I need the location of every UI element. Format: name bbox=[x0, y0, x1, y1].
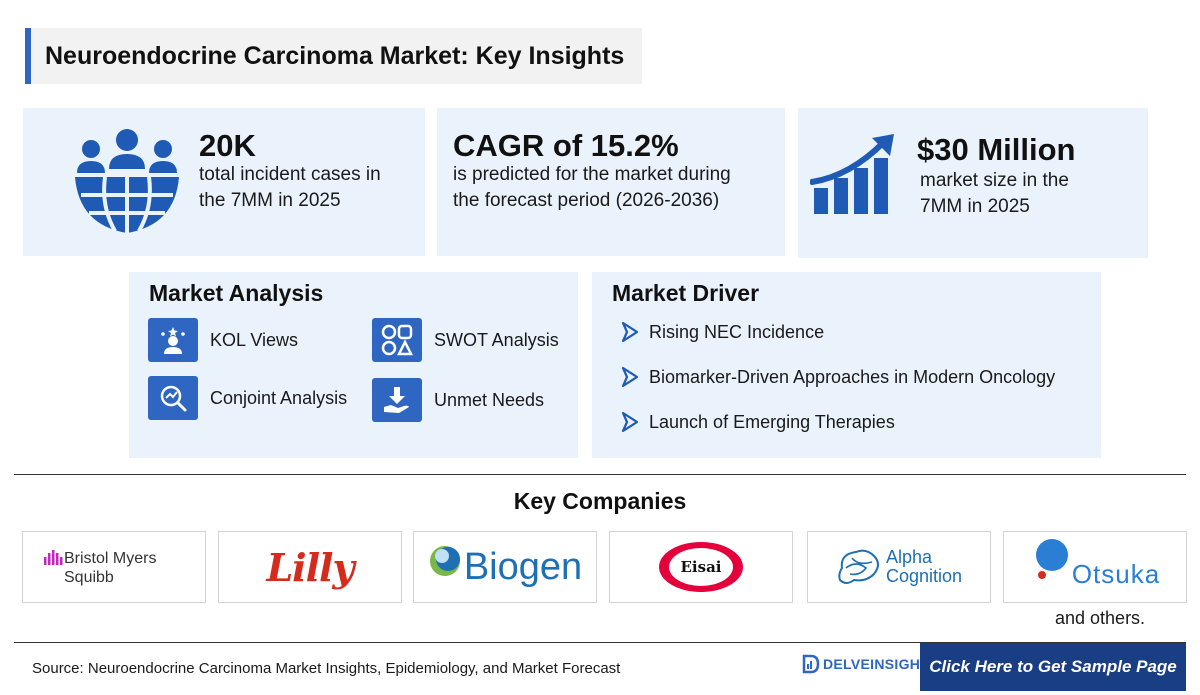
market-analysis-item-conjoint[interactable]: Conjoint Analysis bbox=[148, 376, 347, 420]
bms-logo-text: Squibb bbox=[64, 569, 114, 586]
biogen-logo-text: Biogen bbox=[463, 545, 583, 588]
driver-item: Rising NEC Incidence bbox=[620, 321, 824, 343]
stat-card-market-size: $30 Million market size in the 7MM in 20… bbox=[798, 108, 1148, 258]
alpha-logo-text: Alpha bbox=[885, 547, 933, 567]
logo-bristol-myers-squibb: Bristol Myers Squibb bbox=[22, 531, 206, 603]
delveinsight-logo-text: DELVEINSIGHT bbox=[823, 656, 930, 672]
bms-logo-text: Bristol Myers bbox=[64, 550, 156, 567]
stat-value: CAGR of 15.2% bbox=[453, 128, 679, 163]
bms-mark-icon: Bristol Myers Squibb bbox=[44, 550, 156, 586]
driver-item: Biomarker-Driven Approaches in Modern On… bbox=[620, 366, 1055, 388]
biogen-orb-icon bbox=[429, 546, 460, 576]
market-analysis-item-kol[interactable]: KOL Views bbox=[148, 318, 298, 362]
stat-desc-line: market size in the bbox=[920, 170, 1069, 191]
growth-chart-icon bbox=[810, 134, 894, 214]
stat-desc-line: total incident cases in bbox=[199, 164, 381, 185]
logo-eisai: Eisai bbox=[609, 531, 793, 603]
delveinsight-mark-icon bbox=[802, 654, 820, 674]
delveinsight-logo: DELVEINSIGHT bbox=[802, 654, 929, 674]
market-analysis-panel: Market Analysis KOL Views SWOT Analysis bbox=[129, 272, 578, 458]
title-banner: Neuroendocrine Carcinoma Market: Key Ins… bbox=[25, 28, 642, 84]
analysis-icon bbox=[148, 376, 198, 420]
market-analysis-item-unmet[interactable]: Unmet Needs bbox=[372, 378, 544, 422]
swot-icon bbox=[372, 318, 422, 362]
stat-desc-line: 7MM in 2025 bbox=[920, 196, 1030, 217]
stat-card-incident-cases: 20K total incident cases in the 7MM in 2… bbox=[23, 108, 425, 256]
logo-lilly: Lilly bbox=[218, 531, 402, 603]
key-companies-heading: Key Companies bbox=[513, 488, 687, 514]
get-sample-page-button[interactable]: Click Here to Get Sample Page bbox=[920, 643, 1186, 691]
eisai-oval: Eisai bbox=[659, 542, 743, 592]
section-divider bbox=[14, 474, 1186, 475]
market-analysis-label: Unmet Needs bbox=[434, 389, 545, 410]
stat-desc-line: the forecast period (2026-2036) bbox=[453, 190, 720, 211]
market-analysis-label: SWOT Analysis bbox=[434, 329, 559, 350]
market-analysis-item-swot[interactable]: SWOT Analysis bbox=[372, 318, 559, 362]
and-others-text: and others. bbox=[1055, 608, 1146, 628]
logo-biogen: Biogen bbox=[413, 531, 597, 603]
market-analysis-heading: Market Analysis bbox=[149, 280, 324, 306]
alpha-cognition-brain-icon bbox=[838, 549, 879, 584]
people-globe-icon bbox=[75, 129, 179, 233]
market-analysis-label: KOL Views bbox=[210, 329, 299, 350]
driver-label: Biomarker-Driven Approaches in Modern On… bbox=[649, 366, 1056, 387]
stat-desc-line: the 7MM in 2025 bbox=[199, 190, 341, 211]
market-driver-heading: Market Driver bbox=[612, 280, 760, 306]
driver-label: Launch of Emerging Therapies bbox=[649, 411, 895, 432]
otsuka-drop-icon bbox=[1035, 539, 1068, 579]
alpha-logo-text: Cognition bbox=[885, 566, 963, 586]
driver-item: Launch of Emerging Therapies bbox=[620, 411, 895, 433]
logo-otsuka: Otsuka bbox=[1003, 531, 1187, 603]
market-analysis-label: Conjoint Analysis bbox=[210, 387, 348, 408]
chevron-right-icon bbox=[621, 366, 639, 388]
chevron-right-icon bbox=[621, 411, 639, 433]
stat-value: $30 Million bbox=[917, 132, 1076, 167]
stat-desc-line: is predicted for the market during bbox=[453, 164, 731, 185]
hand-download-icon bbox=[372, 378, 422, 422]
eisai-logo-text: Eisai bbox=[680, 558, 722, 576]
stat-value: 20K bbox=[199, 128, 256, 163]
footer-divider bbox=[14, 642, 1186, 643]
driver-label: Rising NEC Incidence bbox=[649, 321, 825, 342]
expert-icon bbox=[148, 318, 198, 362]
otsuka-logo-text: Otsuka bbox=[1071, 558, 1161, 589]
lilly-logo-text: Lilly bbox=[266, 544, 354, 590]
page-title: Neuroendocrine Carcinoma Market: Key Ins… bbox=[45, 41, 625, 70]
stat-card-cagr: CAGR of 15.2% is predicted for the marke… bbox=[437, 108, 785, 256]
source-text: Source: Neuroendocrine Carcinoma Market … bbox=[32, 660, 621, 677]
chevron-right-icon bbox=[621, 321, 639, 343]
logo-alpha-cognition: Alpha Cognition bbox=[807, 531, 991, 603]
market-driver-panel: Market Driver Rising NEC Incidence Bioma… bbox=[592, 272, 1101, 458]
